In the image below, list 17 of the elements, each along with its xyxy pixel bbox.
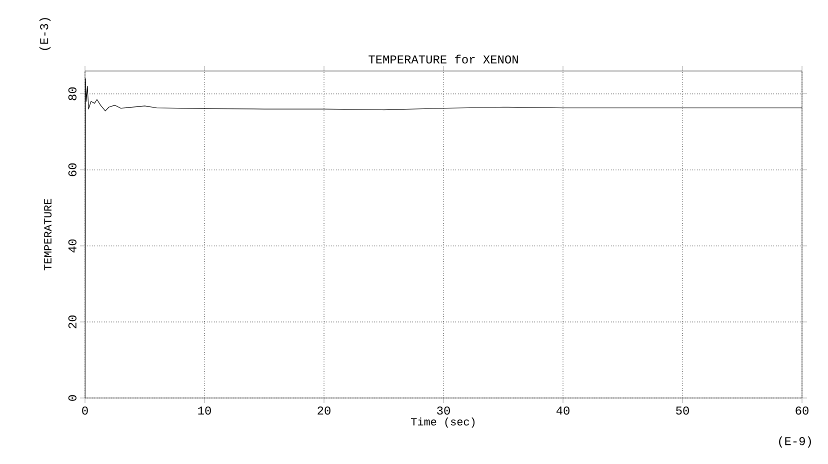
chart-title: TEMPERATURE for XENON bbox=[368, 54, 518, 64]
x-tick-label: 10 bbox=[198, 406, 211, 415]
text: (E-9) bbox=[779, 436, 811, 448]
y-tick-label: 0 bbox=[68, 395, 76, 401]
x-tick-label: 30 bbox=[437, 406, 450, 415]
text: (E-3) bbox=[39, 18, 51, 50]
y-tick-label: 40 bbox=[68, 239, 76, 252]
y-axis-title: TEMPERATURE bbox=[44, 198, 52, 270]
x-tick-label: 0 bbox=[82, 406, 88, 415]
y-tick-label: 60 bbox=[68, 163, 76, 176]
x-tick-label: 50 bbox=[676, 406, 689, 415]
x-tick-label: 60 bbox=[796, 406, 808, 415]
y-tick-label: 80 bbox=[68, 87, 76, 100]
x-axis-title: Time (sec) bbox=[411, 417, 475, 428]
x-tick-label: 20 bbox=[318, 406, 330, 415]
x-tick-label: 40 bbox=[556, 406, 570, 415]
y-tick-label: 20 bbox=[68, 316, 76, 328]
